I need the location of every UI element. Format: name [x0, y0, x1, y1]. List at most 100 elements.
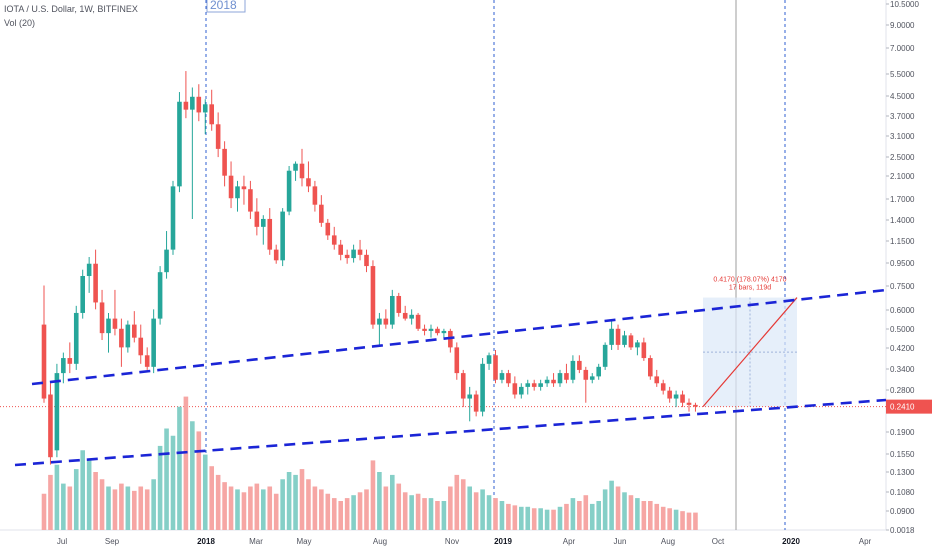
price-axis-label: 0.1550 — [890, 450, 915, 459]
candle-body — [319, 204, 324, 223]
volume-bar — [138, 486, 144, 530]
candle-body — [615, 328, 621, 345]
volume-bar — [106, 486, 111, 530]
candle-body — [686, 402, 692, 405]
volume-bar — [170, 435, 176, 530]
price-axis-label: 1.4000 — [890, 216, 915, 225]
candle-body — [312, 186, 318, 205]
candle-body — [80, 276, 85, 313]
candle-body — [557, 373, 563, 384]
volume-bar — [589, 503, 595, 530]
price-axis-label: 1.7000 — [890, 195, 915, 204]
channel-lower-line[interactable] — [14, 398, 887, 467]
volume-bar — [602, 489, 608, 530]
candle-body — [544, 379, 550, 384]
candle-body — [648, 358, 653, 377]
candle-body — [261, 218, 266, 227]
volume-bar — [415, 493, 421, 530]
time-axis-label: Aug — [661, 537, 675, 546]
candle-body — [351, 249, 356, 259]
volume-bar — [190, 421, 195, 530]
candle-body — [73, 312, 79, 364]
candle-body — [235, 186, 240, 199]
volume-bar — [299, 469, 305, 530]
candle-body — [506, 373, 511, 384]
price-axis-label: 7.0000 — [890, 44, 915, 53]
volume-bar — [673, 509, 679, 530]
candle-body — [267, 218, 273, 250]
volume-bar — [254, 483, 260, 530]
volume-bar — [280, 479, 285, 530]
volume-bar — [525, 506, 531, 530]
candle-body — [428, 328, 434, 331]
candle-body — [596, 366, 601, 377]
time-axis-label: Aug — [373, 537, 387, 546]
volume-bar — [293, 474, 298, 530]
time-axis-label: Apr — [563, 537, 576, 546]
volume-bar — [615, 486, 621, 530]
candle-body — [228, 175, 234, 199]
candle-body — [415, 314, 421, 329]
volume-bar — [48, 474, 53, 530]
price-axis-label: 0.5000 — [890, 325, 915, 334]
candle-body — [531, 383, 537, 387]
volume-bar — [209, 466, 214, 530]
candle-body — [254, 211, 260, 227]
candle-body — [680, 394, 685, 403]
volume-bar — [441, 501, 447, 530]
candle-body — [441, 330, 447, 334]
candle-body — [344, 254, 350, 259]
candle-body — [280, 211, 285, 261]
volume-bar — [228, 486, 234, 530]
volume-bar — [132, 490, 137, 530]
volume-bar — [506, 503, 511, 530]
time-axis-label: Jul — [57, 537, 67, 546]
volume-bar — [383, 486, 389, 530]
volume-bar — [667, 508, 672, 530]
candle-body — [589, 376, 595, 380]
volume-bar — [551, 509, 556, 530]
volume-bar — [448, 486, 453, 530]
price-axis-label: 3.1000 — [890, 132, 915, 141]
candle-body — [654, 376, 660, 384]
volume-bar — [286, 472, 292, 530]
candle-body — [93, 263, 98, 303]
volume-bar — [544, 509, 550, 530]
volume-bar — [557, 506, 563, 530]
time-axis-label: May — [296, 537, 311, 546]
volume-bar — [370, 460, 376, 530]
candle-body — [41, 324, 47, 399]
volume-bar — [596, 501, 601, 530]
volume-bar — [215, 474, 221, 530]
price-axis-label: 0.7500 — [890, 282, 915, 291]
volume-bar — [654, 503, 660, 530]
candle-body — [248, 189, 253, 212]
volume-bar — [686, 512, 692, 530]
volume-bar — [112, 489, 118, 530]
time-axis-label: Jun — [614, 537, 627, 546]
volume-bar — [222, 482, 227, 530]
candle-body — [67, 358, 73, 364]
price-axis-label: 0.6000 — [890, 306, 915, 315]
candle-body — [144, 355, 150, 367]
candle-body — [422, 328, 427, 331]
volume-bar — [628, 495, 634, 530]
candle-body — [54, 373, 60, 451]
price-axis-label: 10.5000 — [890, 0, 919, 9]
price-axis-label: 0.0900 — [890, 507, 915, 516]
candle-body — [660, 383, 666, 391]
price-axis-label: 0.4200 — [890, 344, 915, 353]
time-axis-label: 2020 — [782, 537, 800, 546]
candle-body — [222, 148, 227, 176]
candle-body — [106, 318, 111, 334]
volume-bar — [486, 495, 492, 530]
price-axis-label: 0.1300 — [890, 468, 915, 477]
volume-bar — [267, 486, 273, 530]
candle-body — [202, 104, 208, 113]
candle-body — [125, 324, 131, 348]
last-price-badge — [886, 399, 932, 414]
candle-body — [170, 186, 176, 250]
volume-bar — [422, 498, 427, 530]
volume-bar — [331, 498, 337, 530]
